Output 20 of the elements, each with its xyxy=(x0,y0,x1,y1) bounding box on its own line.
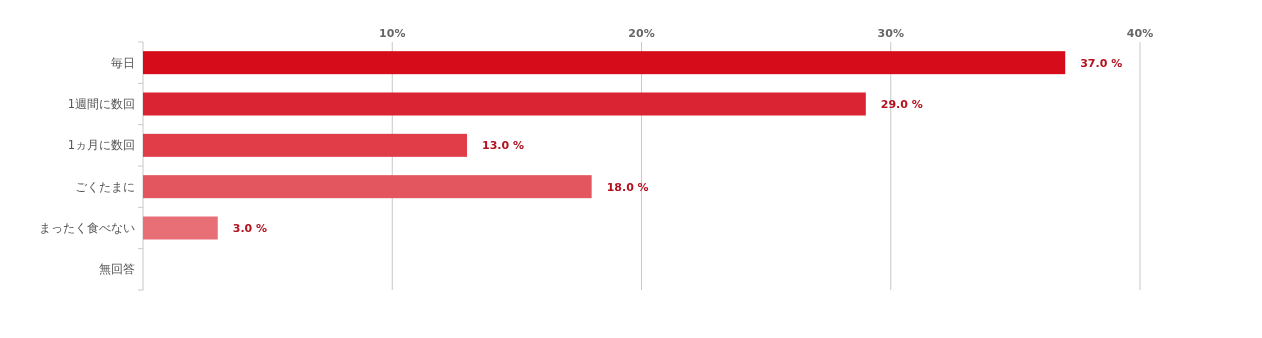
x-tick-label: 40% xyxy=(1126,27,1154,40)
y-tick-label: ごくたまに xyxy=(75,179,135,194)
y-tick-label: 1週間に数回 xyxy=(67,97,135,111)
data-label: 13.0 % xyxy=(482,139,525,153)
y-tick-label: 毎日 xyxy=(111,55,135,70)
bar xyxy=(143,133,468,157)
data-label: 29.0 % xyxy=(880,98,923,111)
bar xyxy=(143,51,1066,75)
bar xyxy=(143,92,866,116)
x-tick-label: 30% xyxy=(877,27,904,40)
y-tick-label: 無回答 xyxy=(99,262,135,277)
data-label: 18.0 % xyxy=(606,180,649,194)
y-tick-label: まったく食べない xyxy=(39,221,135,235)
bar xyxy=(143,175,592,199)
data-label: 37.0 % xyxy=(1080,56,1123,70)
x-tick-label: 20% xyxy=(628,27,655,40)
y-tick-label: 1ヵ月に数回 xyxy=(67,138,135,153)
data-label: 3.0 % xyxy=(232,222,268,235)
x-tick-label: 10% xyxy=(379,27,406,40)
bar xyxy=(143,216,218,240)
